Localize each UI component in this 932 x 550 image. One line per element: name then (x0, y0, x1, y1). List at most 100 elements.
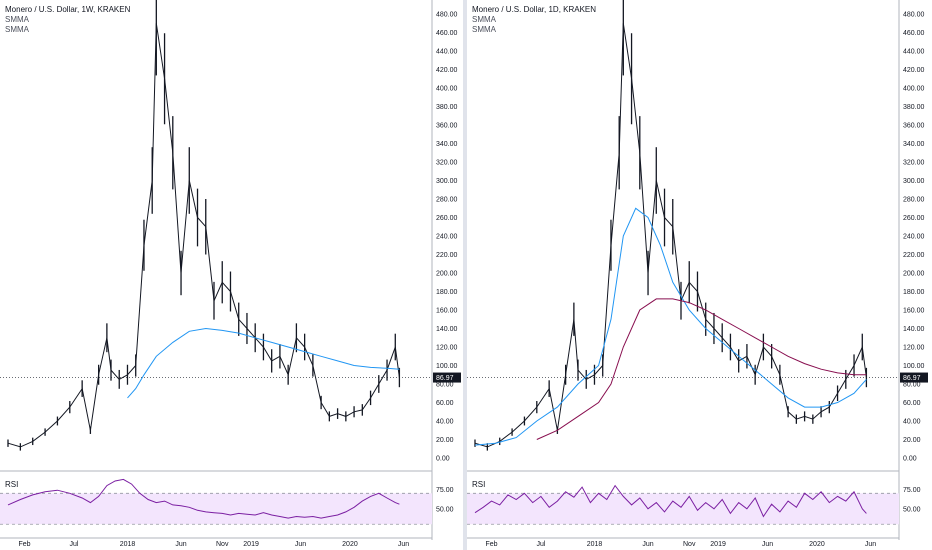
left-rsi-label[interactable]: RSI (5, 480, 19, 489)
left-last-price-badge (433, 372, 461, 383)
left-rsi-band (0, 493, 432, 525)
left-x-tick-0: Feb (18, 541, 30, 548)
left-y-tick-15: 180.00 (436, 289, 458, 296)
left-smma-1[interactable]: SMMA (5, 15, 29, 24)
left-y-tick-16: 160.00 (436, 308, 458, 315)
right-rsi-band (467, 493, 899, 525)
right-y-tick-8: 320.00 (903, 160, 925, 167)
right-y-tick-10: 280.00 (903, 197, 925, 204)
right-y-tick-15: 180.00 (903, 289, 925, 296)
left-smma-line-1 (127, 327, 400, 399)
right-smma-line-1 (474, 207, 867, 446)
left-y-tick-23: 20.00 (436, 437, 454, 444)
left-rsi-tick-0: 75.00 (436, 487, 454, 494)
left-y-tick-22: 40.00 (436, 419, 454, 426)
right-chart-svg: 480.00 460.00 440.00 420.00 400.00 380.00 360.… (467, 0, 928, 548)
left-x-tick-3: Jun (175, 541, 186, 548)
pane-divider[interactable] (463, 0, 467, 550)
left-y-tick-11: 260.00 (436, 215, 458, 222)
right-y-tick-20: 80.00 (903, 382, 921, 389)
right-chart-pane[interactable]: 480.00 460.00 440.00 420.00 400.00 380.00 360.… (467, 0, 932, 550)
right-chart-title: Monero / U.S. Dollar, 1D, KRAKEN (472, 5, 597, 14)
right-price-line (474, 23, 867, 448)
left-x-tick-5: 2019 (243, 541, 259, 548)
left-y-tick-9: 300.00 (436, 178, 458, 185)
right-x-tick-7: 2020 (809, 541, 825, 548)
left-y-tick-3: 420.00 (436, 67, 458, 74)
left-y-tick-2: 440.00 (436, 49, 458, 56)
right-rsi-tick-1: 50.00 (903, 506, 921, 513)
right-y-tick-14: 200.00 (903, 271, 925, 278)
right-y-tick-2: 440.00 (903, 49, 925, 56)
right-y-tick-7: 340.00 (903, 141, 925, 148)
right-y-tick-16: 160.00 (903, 308, 925, 315)
right-y-tick-19: 100.00 (903, 363, 925, 370)
right-y-tick-4: 400.00 (903, 86, 925, 93)
right-smma-line-2 (536, 298, 867, 440)
left-rsi-line (7, 478, 400, 519)
right-y-tick-3: 420.00 (903, 67, 925, 74)
left-y-tick-10: 280.00 (436, 197, 458, 204)
left-y-tick-17: 140.00 (436, 326, 458, 333)
left-x-tick-2: 2018 (120, 541, 136, 548)
right-x-tick-0: Feb (485, 541, 497, 548)
right-y-tick-17: 140.00 (903, 326, 925, 333)
right-x-tick-4: Nov (683, 541, 696, 548)
right-smma-1[interactable]: SMMA (472, 15, 496, 24)
right-y-tick-6: 360.00 (903, 123, 925, 130)
left-x-tick-1: Jul (69, 541, 78, 548)
left-y-tick-5: 380.00 (436, 104, 458, 111)
right-last-price-label: 86.97 (903, 375, 921, 382)
right-y-tick-0: 480.00 (903, 12, 925, 19)
left-y-tick-8: 320.00 (436, 160, 458, 167)
left-y-tick-7: 340.00 (436, 141, 458, 148)
right-y-tick-21: 60.00 (903, 400, 921, 407)
left-chart-title: Monero / U.S. Dollar, 1W, KRAKEN (5, 5, 131, 14)
right-y-tick-22: 40.00 (903, 419, 921, 426)
left-y-tick-12: 240.00 (436, 234, 458, 241)
left-y-tick-1: 460.00 (436, 30, 458, 37)
left-price-line (7, 23, 400, 448)
right-y-tick-1: 460.00 (903, 30, 925, 37)
right-x-tick-8: Jun (865, 541, 876, 548)
left-legend: Monero / U.S. Dollar, 1W, KRAKEN SMMA SM… (5, 5, 130, 35)
right-x-tick-5: 2019 (710, 541, 726, 548)
right-x-tick-1: Jul (536, 541, 545, 548)
left-y-tick-14: 200.00 (436, 271, 458, 278)
right-rsi-line (474, 484, 867, 518)
right-rsi-tick-0: 75.00 (903, 487, 921, 494)
right-legend: Monero / U.S. Dollar, 1D, KRAKEN SMMA SM… (472, 5, 596, 35)
left-last-price-label: 86.97 (436, 375, 454, 382)
left-x-tick-6: Jun (295, 541, 306, 548)
left-y-tick-4: 400.00 (436, 86, 458, 93)
left-x-tick-4: Nov (216, 541, 229, 548)
left-smma-2[interactable]: SMMA (5, 25, 29, 34)
right-y-tick-11: 260.00 (903, 215, 925, 222)
left-rsi-tick-1: 50.00 (436, 506, 454, 513)
left-y-tick-18: 120.00 (436, 345, 458, 352)
right-y-tick-18: 120.00 (903, 345, 925, 352)
left-chart-svg: 480.00 460.00 440.00 420.00 400.00 380.00 360.… (0, 0, 461, 548)
left-y-tick-21: 60.00 (436, 400, 454, 407)
left-chart-pane[interactable]: 480.00 460.00 440.00 420.00 400.00 380.00 360.… (0, 0, 463, 550)
right-y-tick-9: 300.00 (903, 178, 925, 185)
right-y-tick-13: 220.00 (903, 252, 925, 259)
right-x-tick-3: Jun (642, 541, 653, 548)
right-y-tick-24: 0.00 (903, 456, 917, 463)
left-y-tick-20: 80.00 (436, 382, 454, 389)
left-y-tick-19: 100.00 (436, 363, 458, 370)
right-x-tick-6: Jun (762, 541, 773, 548)
left-y-tick-13: 220.00 (436, 252, 458, 259)
right-last-price-badge (900, 372, 928, 383)
right-y-tick-23: 20.00 (903, 437, 921, 444)
right-rsi-label[interactable]: RSI (472, 480, 486, 489)
right-y-tick-5: 380.00 (903, 104, 925, 111)
left-x-tick-8: Jun (398, 541, 409, 548)
left-y-tick-24: 0.00 (436, 456, 450, 463)
right-smma-2[interactable]: SMMA (472, 25, 496, 34)
left-y-tick-6: 360.00 (436, 123, 458, 130)
left-y-tick-0: 480.00 (436, 12, 458, 19)
left-x-tick-7: 2020 (342, 541, 358, 548)
right-x-tick-2: 2018 (587, 541, 603, 548)
right-y-tick-12: 240.00 (903, 234, 925, 241)
